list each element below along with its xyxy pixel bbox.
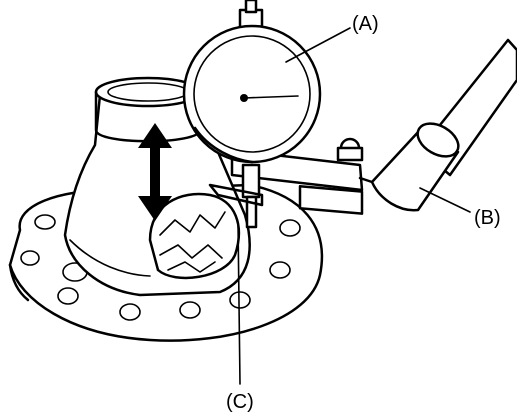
double-arrow-vertical-icon <box>138 123 172 221</box>
label-dial-indicator: (A) <box>352 13 379 35</box>
magnetic-stand-arm <box>370 38 517 212</box>
label-magnetic-base: (B) <box>474 207 501 229</box>
label-measuring-point: (C) <box>226 391 254 413</box>
leader-lines <box>237 27 471 385</box>
indicator-stem <box>208 163 264 229</box>
dial-indicator <box>182 0 322 164</box>
